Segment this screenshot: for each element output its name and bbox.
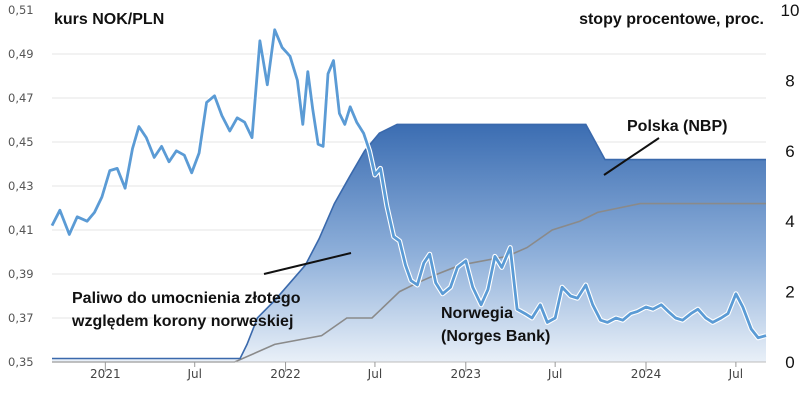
- series-line-norwegia: [52, 202, 766, 363]
- title-right: stopy procentowe, proc.: [579, 11, 764, 28]
- annotation-paliwo-line2: względem korony norweskiej: [71, 313, 293, 330]
- y-right-tick-label: 6: [785, 142, 794, 161]
- x-tick-label: Jul: [547, 367, 562, 381]
- x-tick-label: 2021: [90, 367, 121, 381]
- series-line-polska: [52, 123, 766, 360]
- series-line-nokpln: [50, 28, 767, 340]
- y-axis-right: 0 2 4 6 8 10: [781, 1, 800, 372]
- y-left-tick-label: 0,45: [8, 135, 34, 149]
- annotation-pointer-paliwo: [263, 252, 352, 275]
- title-left: kurs NOK/PLN: [54, 11, 164, 28]
- y-axis-left: 0,35 0,37 0,39 0,41 0,43 0,45 0,47 0,49 0,51: [8, 3, 34, 369]
- y-left-tick-label: 0,51: [8, 3, 34, 17]
- y-right-tick-label: 8: [785, 71, 794, 90]
- y-left-tick-label: 0,43: [8, 179, 34, 193]
- y-left-tick-label: 0,49: [8, 47, 34, 61]
- y-left-tick-label: 0,37: [8, 311, 34, 325]
- y-left-tick-label: 0,35: [8, 355, 34, 369]
- annotation-pointer-polska: [603, 137, 660, 176]
- y-right-tick-label: 0: [785, 353, 794, 372]
- y-right-tick-label: 4: [785, 212, 794, 231]
- y-right-tick-label: 2: [785, 283, 794, 302]
- series-area-polska: [52, 124, 766, 363]
- x-tick-label: 2023: [451, 367, 482, 381]
- x-tick-label: Jul: [186, 367, 201, 381]
- x-tick-label: 2022: [270, 367, 301, 381]
- x-tick-label: Jul: [728, 367, 743, 381]
- x-tick-label: 2024: [631, 367, 662, 381]
- x-axis: 2021 Jul 2022 Jul 2023 Jul 2024 Jul: [90, 362, 743, 381]
- annotation-polska: Polska (NBP): [627, 118, 727, 135]
- y-left-tick-label: 0,41: [8, 223, 34, 237]
- y-left-tick-label: 0,47: [8, 91, 34, 105]
- y-left-tick-label: 0,39: [8, 267, 34, 281]
- y-right-tick-label: 10: [781, 1, 800, 20]
- annotation-norwegia-line1: Norwegia: [441, 305, 513, 322]
- annotation-norwegia-line2: (Norges Bank): [441, 328, 550, 345]
- x-tick-label: Jul: [367, 367, 382, 381]
- annotation-paliwo-line1: Paliwo do umocnienia złotego: [72, 290, 301, 307]
